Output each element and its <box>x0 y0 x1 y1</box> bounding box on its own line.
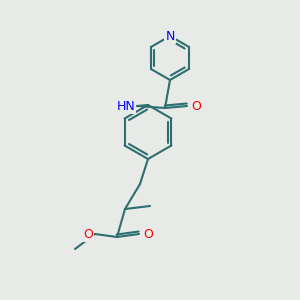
Text: O: O <box>191 100 201 112</box>
Text: O: O <box>83 227 93 241</box>
Text: O: O <box>143 227 153 241</box>
Text: HN: HN <box>116 100 135 112</box>
Text: N: N <box>165 29 175 43</box>
